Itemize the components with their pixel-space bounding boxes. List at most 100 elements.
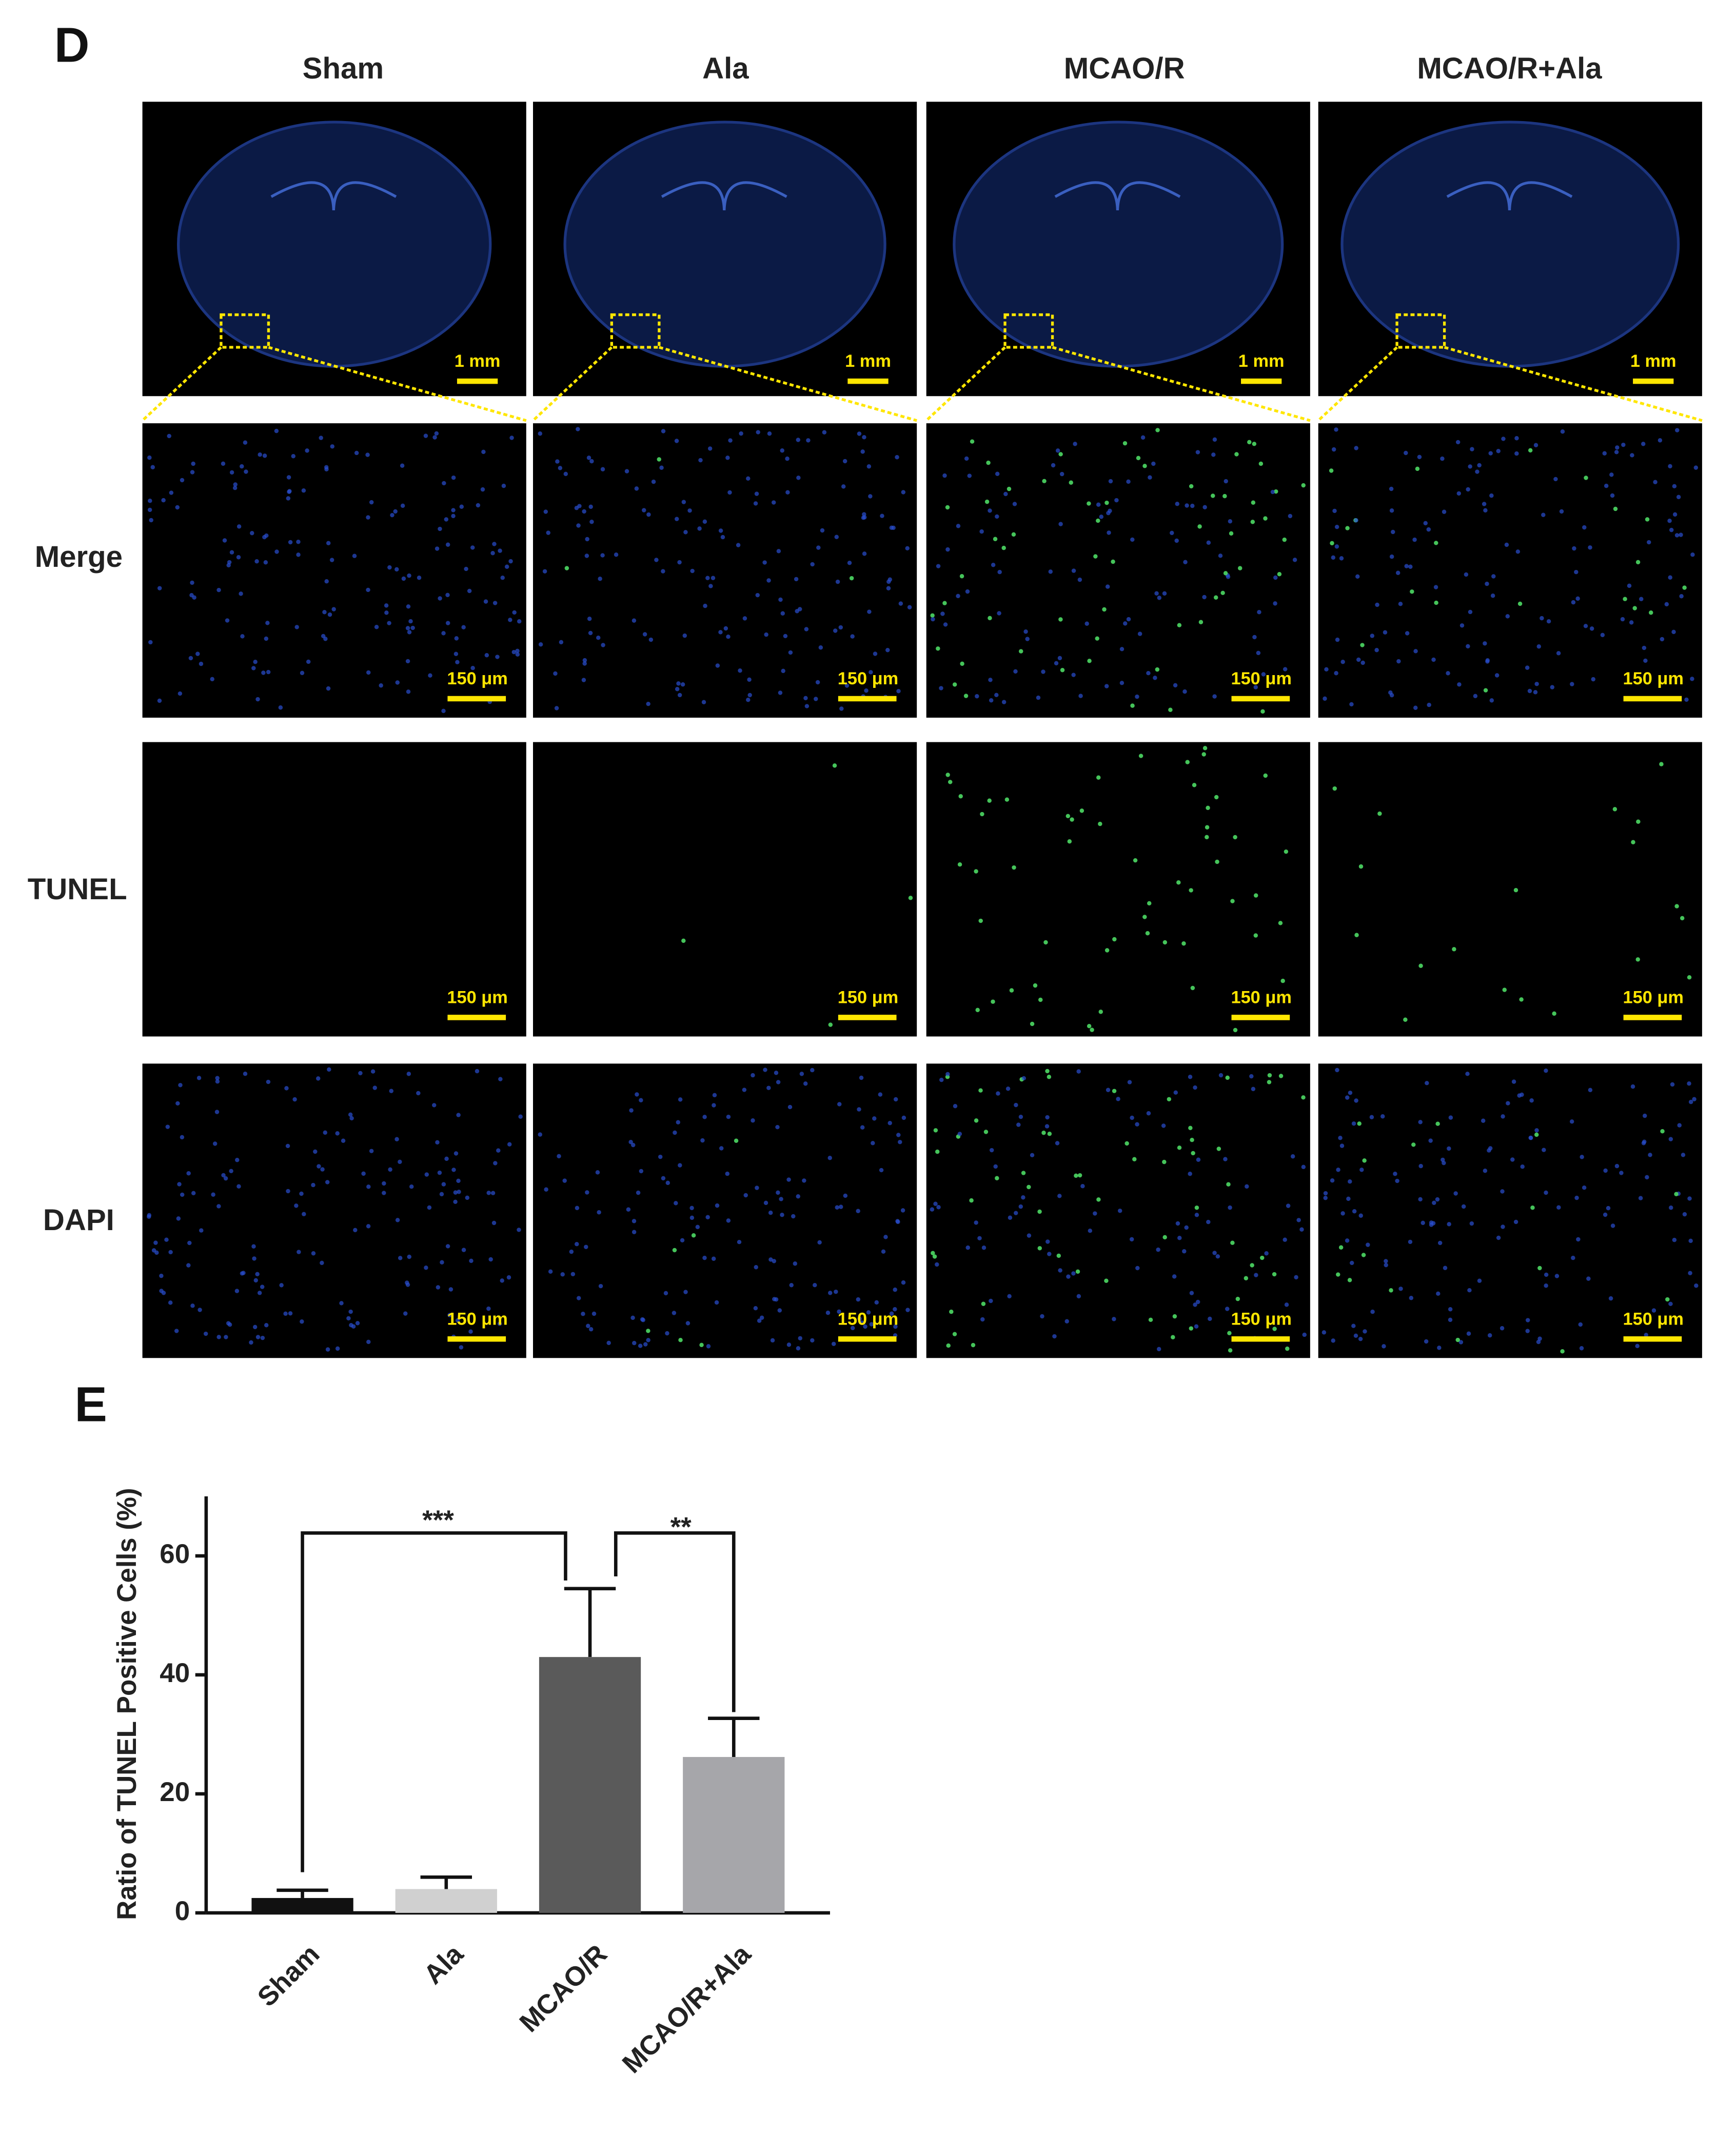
cell (1069, 480, 1073, 485)
cell (643, 1342, 648, 1347)
y-tick-label: 20 (160, 1777, 190, 1807)
cell (1250, 520, 1255, 524)
cell (1443, 1266, 1448, 1271)
cell (763, 1068, 767, 1072)
cell (164, 1237, 169, 1242)
cell (1570, 682, 1574, 686)
cell (1181, 941, 1186, 946)
cell-dots (1323, 427, 1699, 710)
cell (965, 1245, 970, 1250)
cell (260, 1335, 265, 1340)
cell (1172, 1274, 1177, 1279)
cell (1130, 537, 1135, 542)
cell-dots (930, 1069, 1307, 1353)
brain-ventricle (1054, 181, 1181, 210)
cell (1552, 1011, 1556, 1016)
cell (898, 601, 903, 606)
cell (1423, 521, 1428, 526)
cell (931, 617, 935, 622)
cell (1122, 441, 1128, 446)
cell (199, 661, 204, 666)
cell (457, 1190, 461, 1194)
cell (866, 464, 872, 469)
cell (369, 500, 374, 505)
cell (933, 1128, 938, 1133)
cell (1302, 1332, 1307, 1337)
cell (498, 1077, 503, 1081)
cell (1280, 978, 1285, 983)
cell (1228, 519, 1233, 524)
cell (776, 549, 781, 554)
cell (1660, 1129, 1665, 1134)
cell (661, 1176, 666, 1181)
cell (1156, 1247, 1160, 1252)
cell (453, 651, 459, 656)
cell (255, 1272, 260, 1276)
cell (822, 430, 827, 434)
cell (1556, 651, 1561, 656)
cell (1108, 479, 1113, 484)
cell (1214, 795, 1219, 800)
cell (646, 1329, 650, 1333)
cell (974, 1118, 979, 1123)
cell (702, 1255, 707, 1260)
cell (1173, 683, 1178, 688)
cell (190, 580, 194, 585)
cell (751, 1073, 755, 1078)
cell (1455, 1337, 1460, 1342)
cell (1182, 1249, 1187, 1254)
cell (776, 1080, 781, 1084)
cell (663, 1291, 668, 1296)
cell (1477, 463, 1482, 468)
cell (243, 1071, 248, 1076)
cell (1672, 512, 1678, 517)
cell (862, 512, 866, 517)
micrograph (926, 423, 1310, 718)
scale-label: 150 μm (1231, 1309, 1291, 1329)
cell (949, 1309, 954, 1314)
cell (1530, 1206, 1535, 1210)
cell (719, 1146, 724, 1151)
cell (971, 1342, 976, 1348)
cell (850, 634, 855, 639)
cell (707, 446, 713, 451)
cell (685, 1321, 691, 1326)
cell (754, 1265, 758, 1270)
cell (1324, 667, 1329, 672)
cell (1425, 1081, 1429, 1085)
cell (828, 1291, 833, 1295)
cell (180, 478, 185, 483)
cell (1033, 983, 1038, 988)
cell (370, 1069, 376, 1074)
cell (1389, 508, 1394, 513)
cell (279, 1283, 284, 1288)
cell (1404, 564, 1409, 568)
cell (1104, 684, 1109, 688)
cell (984, 499, 990, 504)
cell (388, 1167, 392, 1172)
cell (1185, 760, 1190, 764)
cell (1630, 453, 1634, 458)
cell (1668, 1301, 1673, 1307)
cell (952, 682, 957, 687)
cell (1619, 1171, 1624, 1175)
cell (498, 548, 502, 553)
cell (1356, 657, 1361, 662)
cell (199, 1228, 204, 1233)
cell (305, 448, 309, 453)
cell (186, 1171, 191, 1176)
scale-label: 150 μm (838, 669, 898, 688)
cell (1036, 695, 1041, 700)
cell (1630, 1084, 1635, 1089)
cell (796, 1346, 801, 1351)
cell (1077, 577, 1082, 582)
cell (432, 435, 437, 440)
cell (195, 651, 200, 656)
cell (1636, 819, 1641, 824)
cell (983, 1130, 989, 1134)
cell (1354, 446, 1358, 450)
cell (1525, 1329, 1530, 1333)
cell (250, 531, 254, 536)
cell (817, 1240, 822, 1245)
cell (953, 1104, 958, 1109)
